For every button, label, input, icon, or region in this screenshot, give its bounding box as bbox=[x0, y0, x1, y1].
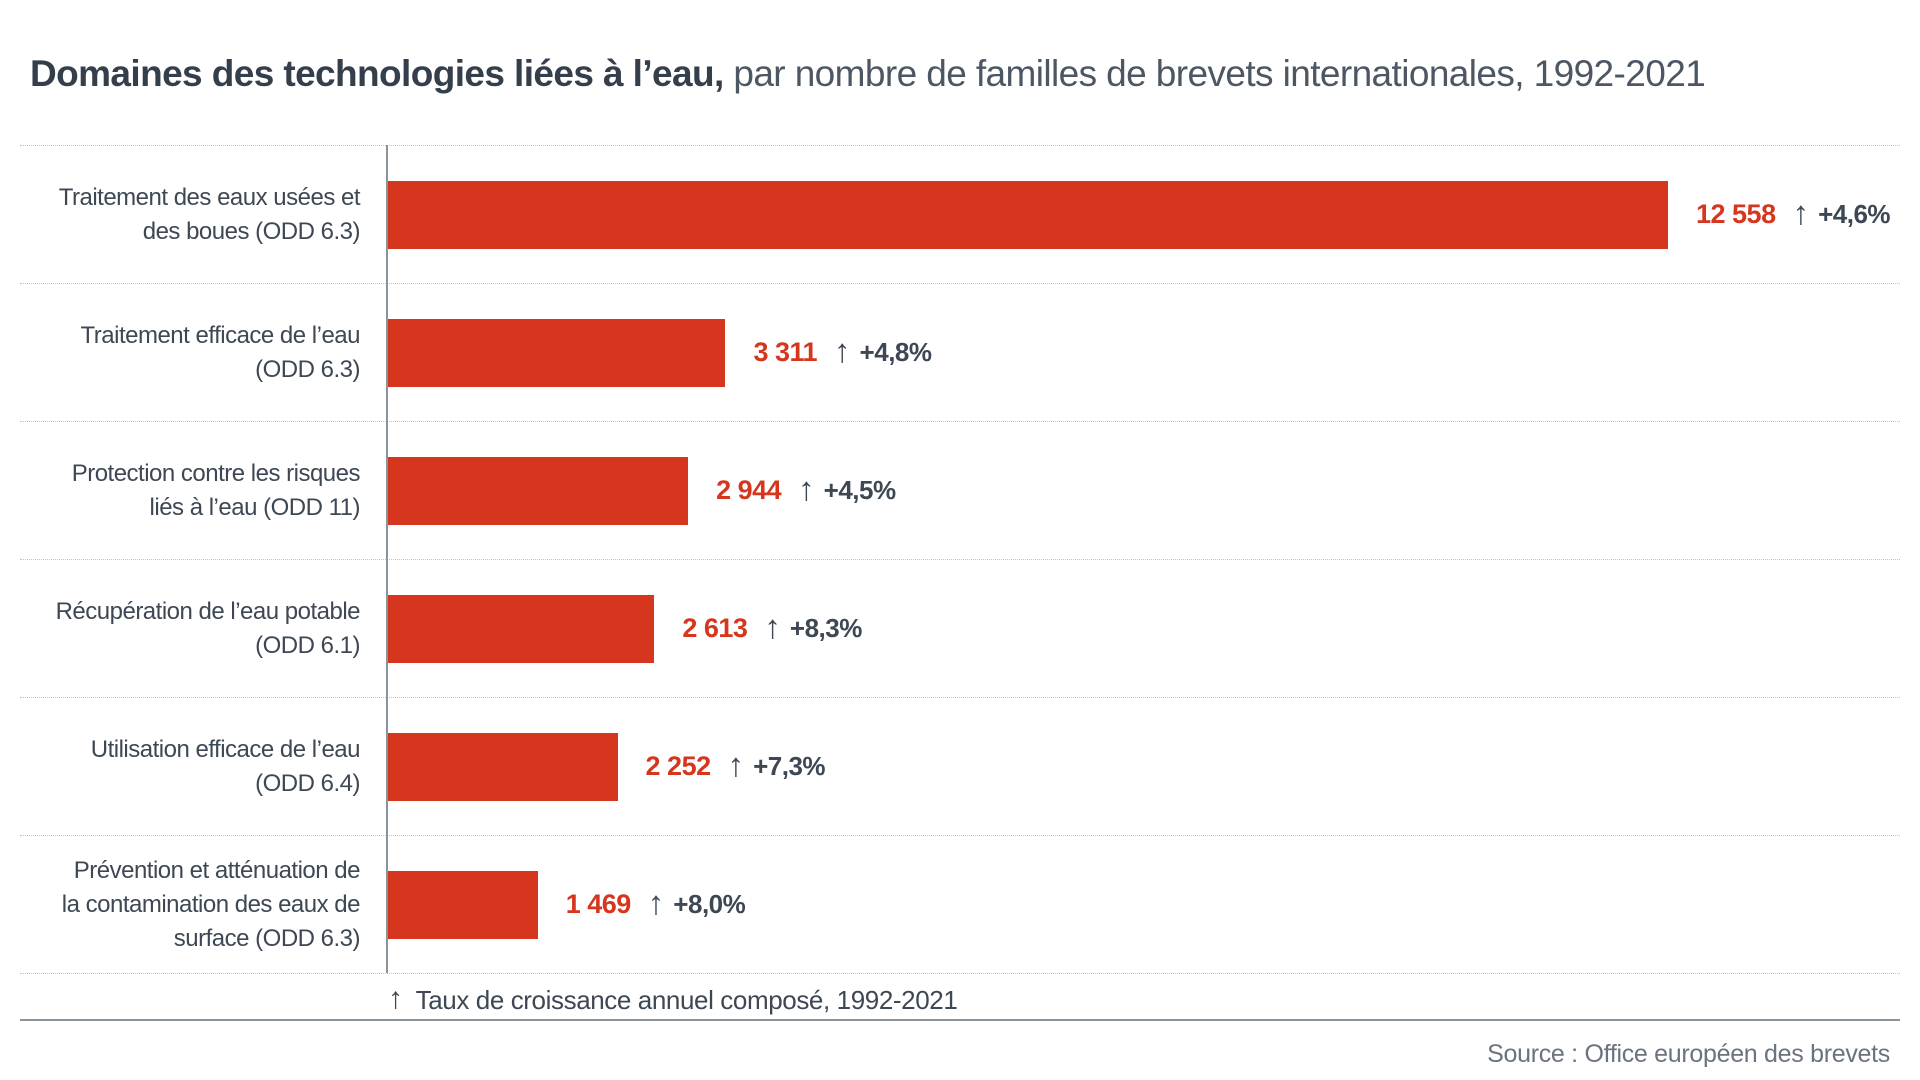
bar-zone: 2 944 ↑ +4,5% bbox=[388, 456, 1900, 525]
value-label: 2 613 bbox=[682, 613, 748, 643]
value-group: 1 469 ↑ +8,0% bbox=[566, 886, 746, 923]
bar bbox=[388, 732, 618, 801]
value-label: 12 558 bbox=[1696, 199, 1776, 229]
bar bbox=[388, 318, 726, 387]
bar-zone: 3 311 ↑ +4,8% bbox=[388, 318, 1900, 387]
title-subtitle: par nombre de familles de brevets intern… bbox=[723, 52, 1706, 94]
up-arrow-icon: ↑ bbox=[647, 884, 665, 921]
bar bbox=[388, 456, 689, 525]
up-arrow-icon: ↑ bbox=[388, 981, 403, 1015]
category-label-line: liés à l’eau (ODD 11) bbox=[149, 493, 361, 521]
bar bbox=[388, 180, 1668, 249]
value-group: 3 311 ↑ +4,8% bbox=[753, 332, 932, 371]
chart-row: Prévention et atténuation de la contamina… bbox=[20, 835, 1900, 973]
bar bbox=[388, 870, 538, 939]
category-label: Traitement efficace de l’eau (ODD 6.3) bbox=[20, 319, 361, 387]
chart-rows: Traitement des eaux usées et des boues (O… bbox=[20, 145, 1900, 974]
category-label-line: (ODD 6.1) bbox=[255, 631, 360, 659]
cagr-footnote: ↑ Taux de croissance annuel composé, 199… bbox=[20, 974, 1900, 1026]
category-label-line: Protection contre les risques bbox=[71, 459, 361, 487]
bar-zone: 2 613 ↑ +8,3% bbox=[388, 594, 1900, 663]
value-label: 2 944 bbox=[716, 475, 782, 505]
category-label-line: Traitement des eaux usées et bbox=[58, 183, 361, 211]
chart-row: Utilisation efficace de l’eau (ODD 6.4) 2… bbox=[20, 697, 1900, 835]
value-label: 1 469 bbox=[565, 889, 632, 919]
value-group: 2 613 ↑ +8,3% bbox=[682, 610, 862, 647]
chart-row: Traitement des eaux usées et des boues (O… bbox=[20, 145, 1900, 283]
value-group: 2 944 ↑ +4,5% bbox=[716, 472, 896, 509]
growth-label: +4,6% bbox=[1818, 199, 1891, 229]
source-text: Source : Office européen des brevets bbox=[1487, 1040, 1890, 1068]
category-label: Traitement des eaux usées et des boues (O… bbox=[20, 181, 361, 249]
value-label: 3 311 bbox=[753, 337, 818, 367]
bar-zone: 12 558 ↑ +4,6% bbox=[388, 180, 1900, 249]
up-arrow-icon: ↑ bbox=[834, 332, 851, 369]
title-main: Domaines des technologies liées à l’eau, bbox=[30, 52, 724, 94]
up-arrow-icon: ↑ bbox=[798, 470, 815, 507]
category-label-line: Utilisation efficace de l’eau bbox=[90, 735, 361, 763]
value-group: 2 252 ↑ +7,3% bbox=[646, 748, 826, 785]
bar-zone: 1 469 ↑ +8,0% bbox=[388, 870, 1900, 939]
chart-row: Récupération de l’eau potable (ODD 6.1) 2… bbox=[20, 559, 1900, 697]
bar-zone: 2 252 ↑ +7,3% bbox=[388, 732, 1900, 801]
value-label: 2 252 bbox=[645, 751, 712, 781]
growth-label: +4,5% bbox=[823, 475, 896, 505]
growth-label: +8,3% bbox=[789, 613, 862, 643]
category-label-line: (ODD 6.3) bbox=[255, 355, 360, 383]
category-label-line: des boues (ODD 6.3) bbox=[142, 217, 361, 245]
growth-label: +4,8% bbox=[859, 337, 932, 367]
chart-row: Protection contre les risques liés à l’ea… bbox=[20, 421, 1900, 559]
category-label-line: Récupération de l’eau potable bbox=[55, 597, 361, 625]
up-arrow-icon: ↑ bbox=[764, 608, 781, 645]
category-label: Protection contre les risques liés à l’ea… bbox=[20, 457, 361, 525]
bar bbox=[388, 594, 655, 663]
value-group: 12 558 ↑ +4,6% bbox=[1696, 194, 1891, 233]
growth-label: +8,0% bbox=[673, 889, 746, 919]
category-label-line: surface (ODD 6.3) bbox=[173, 924, 361, 952]
category-label-line: (ODD 6.4) bbox=[255, 769, 360, 797]
bar-chart: Traitement des eaux usées et des boues (O… bbox=[20, 145, 1900, 1026]
growth-label: +7,3% bbox=[753, 751, 826, 781]
up-arrow-icon: ↑ bbox=[727, 746, 745, 783]
page-title: Domaines des technologies liées à l’eau,… bbox=[30, 52, 1706, 95]
category-label-line: la contamination des eaux de bbox=[61, 890, 361, 918]
category-label: Utilisation efficace de l’eau (ODD 6.4) bbox=[20, 733, 361, 801]
up-arrow-icon: ↑ bbox=[1792, 194, 1810, 231]
footnote-text: Taux de croissance annuel composé, 1992-… bbox=[415, 984, 958, 1015]
chart-row: Traitement efficace de l’eau (ODD 6.3) 3 … bbox=[20, 283, 1900, 421]
category-label-line: Prévention et atténuation de bbox=[73, 856, 361, 884]
footer-divider bbox=[20, 1019, 1900, 1021]
category-label: Prévention et atténuation de la contamina… bbox=[20, 854, 361, 956]
category-label-line: Traitement efficace de l’eau bbox=[80, 321, 361, 349]
axis-line bbox=[386, 145, 388, 973]
category-label: Récupération de l’eau potable (ODD 6.1) bbox=[20, 595, 361, 663]
